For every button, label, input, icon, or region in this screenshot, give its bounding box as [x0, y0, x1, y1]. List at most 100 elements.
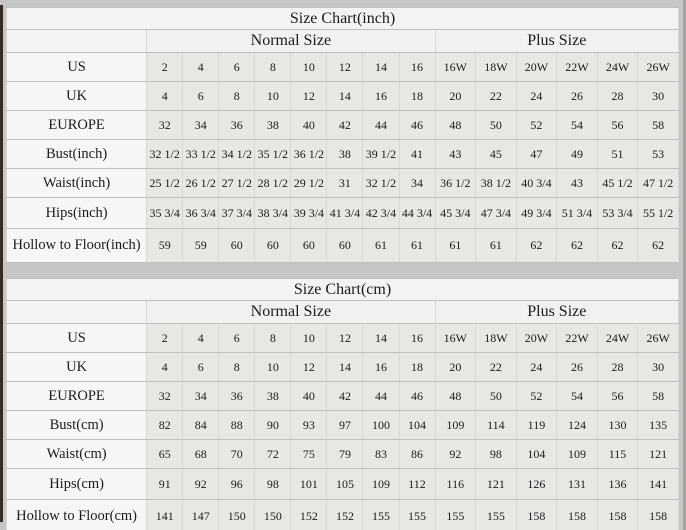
value-cell: 62: [556, 228, 598, 263]
value-cell: 130: [596, 410, 639, 440]
value-cell: 6: [182, 352, 220, 382]
table-row-waist-inch: Waist(inch) 25 1/2 26 1/2 27 1/2 28 1/2 29 1/…: [5, 168, 679, 198]
row-label: Bust(cm): [5, 410, 148, 440]
value-cell: 14: [362, 323, 400, 353]
value-cell: 54: [556, 381, 598, 411]
value-cell: 53: [637, 139, 679, 169]
value-cell: 44 3/4: [398, 197, 436, 229]
value-cell: 61: [362, 228, 400, 263]
value-cell: 46: [398, 381, 436, 411]
value-cell: 158: [596, 499, 639, 530]
table-row-hips-cm: Hips(cm) 91 92 96 98 101 105 109 112 116 121 126 131…: [5, 468, 679, 500]
table-row-hips-inch: Hips(inch) 35 3/4 36 3/4 37 3/4 38 3/4 39 3/4…: [5, 197, 679, 229]
value-cell: 56: [596, 381, 639, 411]
value-cell: 48: [434, 110, 477, 140]
value-cell: 119: [515, 410, 558, 440]
value-cell: 109: [434, 410, 477, 440]
value-cell: 32: [146, 110, 184, 140]
value-cell: 141: [146, 499, 184, 530]
value-cell: 55 1/2: [637, 197, 679, 229]
value-cell: 20W: [515, 52, 558, 82]
value-cell: 43: [556, 168, 598, 198]
value-cell: 4: [182, 52, 220, 82]
value-cell: 6: [182, 81, 220, 111]
value-cell: 12: [290, 352, 328, 382]
value-cell: 72: [254, 439, 292, 469]
value-cell: 44: [362, 381, 400, 411]
value-cell: 131: [556, 468, 598, 500]
value-cell: 60: [326, 228, 364, 263]
value-cell: 20: [434, 352, 477, 382]
value-cell: 96: [218, 468, 256, 500]
value-cell: 39 3/4: [290, 197, 328, 229]
table-row-europe: EUROPE 32 34 36 38 40 42 44 46 48 50 52 54 56 58: [5, 110, 679, 140]
row-label: Hollow to Floor(inch): [5, 228, 148, 263]
table-row-uk: UK 4 6 8 10 12 14 16 18 20 22 24 26 28 30: [5, 81, 679, 111]
value-cell: 58: [637, 110, 679, 140]
value-cell: 36 1/2: [434, 168, 477, 198]
value-cell: 59: [146, 228, 184, 263]
value-cell: 158: [556, 499, 598, 530]
value-cell: 100: [362, 410, 400, 440]
value-cell: 60: [218, 228, 256, 263]
value-cell: 158: [637, 499, 679, 530]
row-label: Waist(cm): [5, 439, 148, 469]
value-cell: 83: [362, 439, 400, 469]
value-cell: 152: [290, 499, 328, 530]
row-label: EUROPE: [5, 381, 148, 411]
value-cell: 32 1/2: [362, 168, 400, 198]
row-label: Hips(cm): [5, 468, 148, 500]
value-cell: 37 3/4: [218, 197, 256, 229]
value-cell: 16: [362, 81, 400, 111]
value-cell: 121: [475, 468, 517, 500]
value-cell: 38 1/2: [475, 168, 517, 198]
value-cell: 2: [146, 52, 184, 82]
value-cell: 58: [637, 381, 679, 411]
value-cell: 40: [290, 110, 328, 140]
row-label: Hips(inch): [5, 197, 148, 229]
value-cell: 62: [515, 228, 558, 263]
value-cell: 12: [326, 52, 364, 82]
value-cell: 86: [398, 439, 436, 469]
value-cell: 124: [556, 410, 598, 440]
value-cell: 4: [146, 81, 184, 111]
value-cell: 126: [515, 468, 558, 500]
value-cell: 91: [146, 468, 184, 500]
value-cell: 114: [475, 410, 517, 440]
value-cell: 2: [146, 323, 184, 353]
value-cell: 150: [254, 499, 292, 530]
size-chart-cm-table: Size Chart(cm) Normal Size Plus Size US 2 4 6 8…: [5, 278, 680, 530]
value-cell: 16: [362, 352, 400, 382]
value-cell: 49: [556, 139, 598, 169]
value-cell: 101: [290, 468, 328, 500]
value-cell: 8: [254, 323, 292, 353]
value-cell: 6: [218, 52, 256, 82]
value-cell: 34: [398, 168, 436, 198]
value-cell: 44: [362, 110, 400, 140]
value-cell: 61: [398, 228, 436, 263]
value-cell: 47 1/2: [637, 168, 679, 198]
value-cell: 32: [146, 381, 184, 411]
value-cell: 135: [637, 410, 679, 440]
table-row-us: US 2 4 6 8 10 12 14 16 16W 18W 20W 22W 24W 26W: [5, 52, 679, 82]
group-header-plus-size: Plus Size: [434, 300, 680, 324]
value-cell: 141: [637, 468, 679, 500]
size-chart-inch-table: Size Chart(inch) Normal Size Plus Size US 2 4…: [5, 7, 680, 263]
value-cell: 33 1/2: [182, 139, 220, 169]
value-cell: 6: [218, 323, 256, 353]
value-cell: 53 3/4: [596, 197, 639, 229]
value-cell: 18W: [475, 323, 517, 353]
value-cell: 18: [398, 81, 436, 111]
value-cell: 32 1/2: [146, 139, 184, 169]
value-cell: 49 3/4: [515, 197, 558, 229]
table-row-hollow-to-floor-inch: Hollow to Floor(inch) 59 59 60 60 60 60 61 61 61 6…: [5, 228, 679, 263]
row-label: US: [5, 323, 148, 353]
value-cell: 88: [218, 410, 256, 440]
value-cell: 25 1/2: [146, 168, 184, 198]
label-column-spacer: [5, 29, 148, 53]
value-cell: 22W: [556, 323, 598, 353]
table-row-europe: EUROPE 32 34 36 38 40 42 44 46 48 50 52 54 56 58: [5, 381, 679, 411]
value-cell: 4: [182, 323, 220, 353]
value-cell: 79: [326, 439, 364, 469]
value-cell: 28: [596, 352, 639, 382]
